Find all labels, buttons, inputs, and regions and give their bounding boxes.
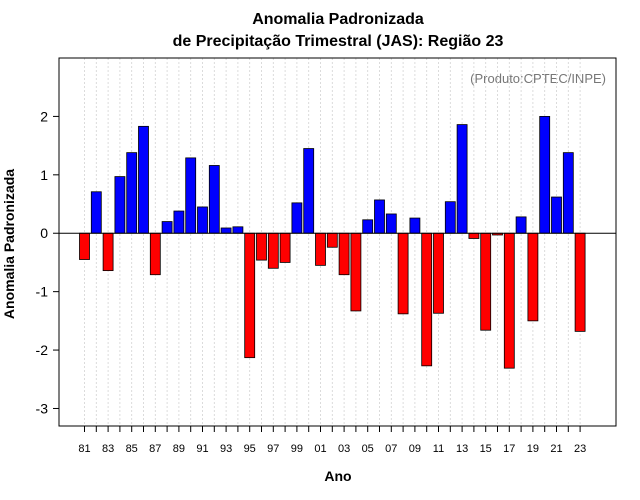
x-tick-label: 91 (196, 443, 208, 455)
bar-2006 (374, 199, 385, 234)
bar-2007 (385, 213, 397, 234)
x-axis-label: Ano (324, 468, 351, 484)
bar-2002 (326, 232, 338, 248)
x-tick-label: 97 (267, 443, 279, 455)
x-tick-label: 23 (574, 443, 586, 455)
bar-2004 (350, 232, 362, 312)
bar-1999 (291, 202, 303, 234)
bar-1988 (161, 221, 173, 234)
bar-1987 (149, 232, 161, 276)
x-tick-label: 83 (102, 443, 114, 455)
y-axis-label: Anomalia Padronizada (1, 169, 17, 319)
chart-title: Anomalia Padronizada (252, 11, 424, 28)
x-tick-label: 17 (503, 443, 515, 455)
chart-subtitle: de Precipitação Trimestral (JAS): Região… (173, 33, 504, 50)
bar-1992 (208, 165, 220, 234)
bar-1983 (102, 232, 114, 272)
bar-2009 (409, 217, 421, 234)
bars (79, 116, 586, 369)
x-tick-label: 19 (527, 443, 539, 455)
plot-frame (58, 57, 617, 427)
bar-2011 (433, 232, 444, 314)
bar-2017 (503, 232, 515, 369)
y-tick-label: 0 (40, 225, 48, 241)
x-tick-label: 09 (409, 443, 421, 455)
x-tick-label: 11 (433, 443, 444, 455)
bar-1989 (173, 210, 185, 234)
x-tick-label: 93 (220, 443, 232, 455)
y-tick-label: -3 (36, 400, 49, 416)
bar-2008 (397, 232, 409, 315)
x-tick-label: 85 (126, 443, 138, 455)
bar-1981 (79, 232, 90, 260)
x-tick-label: 13 (456, 443, 468, 455)
bar-2013 (456, 124, 468, 234)
bar-1984 (114, 176, 126, 234)
bar-2012 (444, 201, 456, 234)
bar-2022 (562, 152, 574, 234)
source-annotation: (Produto:CPTEC/INPE) (470, 71, 606, 86)
x-tick-label: 81 (78, 443, 90, 455)
x-tick-label: 15 (480, 443, 492, 455)
x-tick-label: 03 (338, 443, 350, 455)
bar-1985 (126, 152, 138, 234)
bar-1994 (232, 226, 244, 234)
bar-1993 (220, 227, 232, 234)
bar-1990 (185, 157, 197, 234)
bar-2015 (480, 232, 492, 331)
bar-2001 (315, 232, 326, 266)
x-tick-label: 01 (314, 443, 326, 455)
bar-1986 (138, 125, 149, 234)
y-tick-label: -1 (36, 284, 49, 300)
x-tick-label: 87 (149, 443, 161, 455)
bar-2014 (468, 232, 480, 239)
x-tick-label: 21 (550, 443, 562, 455)
bar-1998 (279, 232, 291, 263)
bar-1996 (256, 232, 267, 261)
bar-2021 (551, 196, 562, 234)
x-tick-label: 07 (385, 443, 397, 455)
bar-2010 (421, 232, 433, 367)
y-tick-label: 1 (40, 167, 48, 183)
y-tick-label: 2 (40, 108, 48, 124)
x-tick-label: 05 (362, 443, 374, 455)
x-tick-label: 99 (291, 443, 303, 455)
bar-2019 (527, 232, 539, 322)
bar-2023 (574, 232, 586, 332)
bar-2003 (338, 232, 350, 276)
bar-1991 (197, 206, 208, 234)
bar-1995 (244, 232, 256, 359)
bar-2018 (515, 216, 527, 234)
bar-1997 (267, 232, 279, 269)
bar-2000 (303, 148, 315, 234)
y-tick-label: -2 (36, 342, 49, 358)
bar-1982 (90, 191, 102, 234)
x-tick-label: 89 (173, 443, 185, 455)
x-tick-label: 95 (244, 443, 256, 455)
bar-2020 (539, 116, 551, 234)
bar-2005 (362, 219, 374, 234)
